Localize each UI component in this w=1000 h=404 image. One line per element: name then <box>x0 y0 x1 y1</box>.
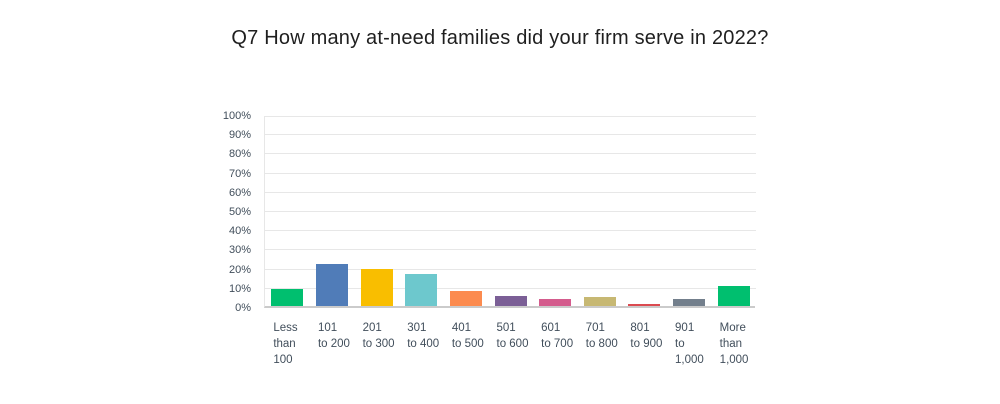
y-tick-label: 10% <box>228 282 251 295</box>
gridline <box>265 191 756 193</box>
gridline <box>265 153 756 155</box>
x-tick-label: 401 to 500 <box>452 320 484 352</box>
bar-901-to-1-000 <box>673 299 706 306</box>
y-tick-label: 100% <box>222 110 251 122</box>
x-tick-label-line: More <box>719 322 746 334</box>
x-tick-label-line: 301 <box>407 322 427 334</box>
x-tick-label-line: 501 <box>496 322 516 334</box>
x-tick-label-line: to <box>675 338 685 350</box>
x-tick-label-line: than <box>273 338 296 350</box>
bar-less-than-100 <box>271 288 304 306</box>
x-tick-label: 801 to 900 <box>630 320 662 352</box>
gridline <box>265 211 756 212</box>
x-tick-label: 901 to 1,000 <box>675 320 704 368</box>
y-tick-label: 70% <box>228 167 251 180</box>
y-tick-label: 90% <box>228 129 251 142</box>
y-tick-label: 60% <box>228 186 251 199</box>
bar-801-to-900 <box>628 304 661 306</box>
y-tick-label: 30% <box>228 244 251 257</box>
x-tick-label-line: to 300 <box>362 338 395 350</box>
gridline <box>265 172 756 174</box>
chart-title: Q7 How many at-need families did your fi… <box>231 27 769 49</box>
x-tick-label-line: 601 <box>541 322 561 334</box>
x-tick-label-line: to 400 <box>407 338 440 350</box>
x-tick-label-line: to 200 <box>317 338 350 350</box>
x-tick-label-line: 701 <box>585 322 605 334</box>
x-tick-label-line: 201 <box>362 322 382 334</box>
x-tick-label-line: to 800 <box>585 338 618 350</box>
x-tick-label: 701 to 800 <box>586 320 618 352</box>
x-tick-label: More than 1,000 <box>720 320 749 368</box>
y-tick-label: 80% <box>228 148 251 161</box>
bar-601-to-700 <box>539 298 572 306</box>
x-tick-label-line: 1,000 <box>719 354 749 366</box>
x-tick-label-line: Less <box>273 322 298 334</box>
x-tick-label-line: than <box>719 338 743 350</box>
x-tick-label-line: to 600 <box>496 338 529 350</box>
gridline <box>265 249 756 251</box>
x-tick-label: 601 to 700 <box>541 320 573 352</box>
x-tick-label: 501 to 600 <box>497 320 529 352</box>
bar-401-to-500 <box>449 290 482 306</box>
bar-201-to-300 <box>360 268 393 306</box>
x-tick-label-line: 401 <box>451 322 472 334</box>
gridline <box>265 230 756 232</box>
gridline <box>265 134 756 136</box>
gridline <box>265 268 756 270</box>
bar-701-to-800 <box>583 297 616 306</box>
x-tick-label-line: 1,000 <box>675 354 704 366</box>
bar-more-than-1-000 <box>717 285 750 306</box>
y-tick-label: 40% <box>228 225 251 238</box>
x-tick-label: 201 to 300 <box>363 320 395 352</box>
x-tick-label: 301 to 400 <box>407 320 439 352</box>
y-tick-label: 0% <box>235 302 251 314</box>
bar-301-to-400 <box>405 273 438 306</box>
x-tick-label-line: to 700 <box>541 338 574 350</box>
x-tick-label: Less than 100 <box>273 320 297 368</box>
bar-501-to-600 <box>494 295 527 306</box>
y-tick-label: 50% <box>228 206 251 218</box>
x-tick-label-line: 100 <box>273 354 293 366</box>
x-axis: Less than 100 101 to 200 201 to 300 301 to 400 40… <box>264 320 755 380</box>
x-tick-label-line: 101 <box>317 322 338 334</box>
x-tick-label-line: to 500 <box>451 338 484 350</box>
x-tick-label: 101 to 200 <box>318 320 350 352</box>
x-tick-label-line: 801 <box>630 322 650 334</box>
x-tick-label-line: to 900 <box>630 338 663 350</box>
plot-area <box>264 116 756 308</box>
gridline <box>265 287 756 289</box>
x-tick-label-line: 901 <box>675 322 695 334</box>
gridline <box>265 116 756 117</box>
bar-101-to-200 <box>315 263 348 306</box>
y-tick-label: 20% <box>228 263 251 276</box>
